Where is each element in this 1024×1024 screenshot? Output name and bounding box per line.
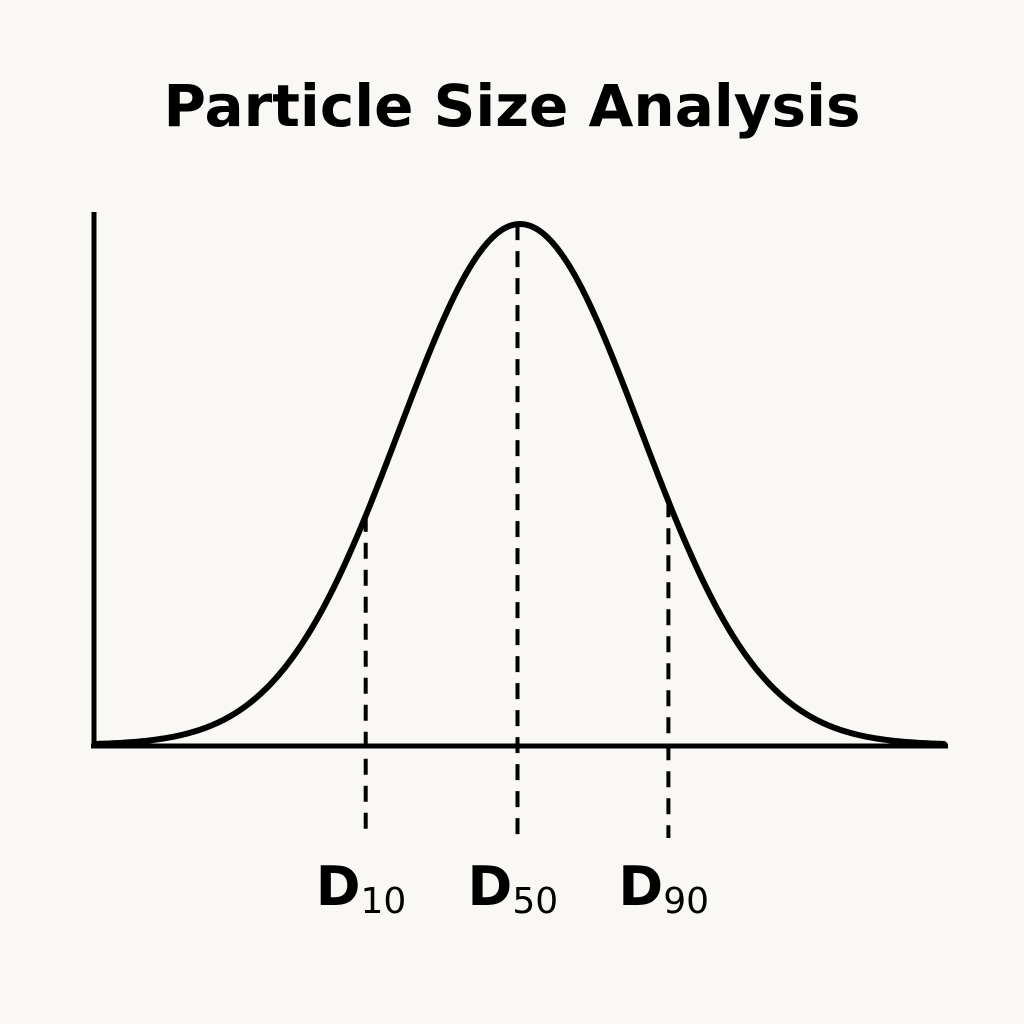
marker-label-d50: D50 xyxy=(468,855,559,922)
marker-label-letter: D xyxy=(618,855,663,918)
marker-group: D10 D50 D90 xyxy=(316,224,709,922)
marker-label-d90: D90 xyxy=(618,855,709,922)
marker-label-letter: D xyxy=(316,855,361,918)
distribution-curve xyxy=(93,221,947,747)
marker-label-subscript: 50 xyxy=(512,881,558,922)
marker-label-subscript: 90 xyxy=(663,881,709,922)
marker-label-letter: D xyxy=(468,855,513,918)
marker-label-subscript: 10 xyxy=(361,881,407,922)
marker-label-d10: D10 xyxy=(316,855,407,922)
chart-title: Particle Size Analysis xyxy=(163,72,861,140)
